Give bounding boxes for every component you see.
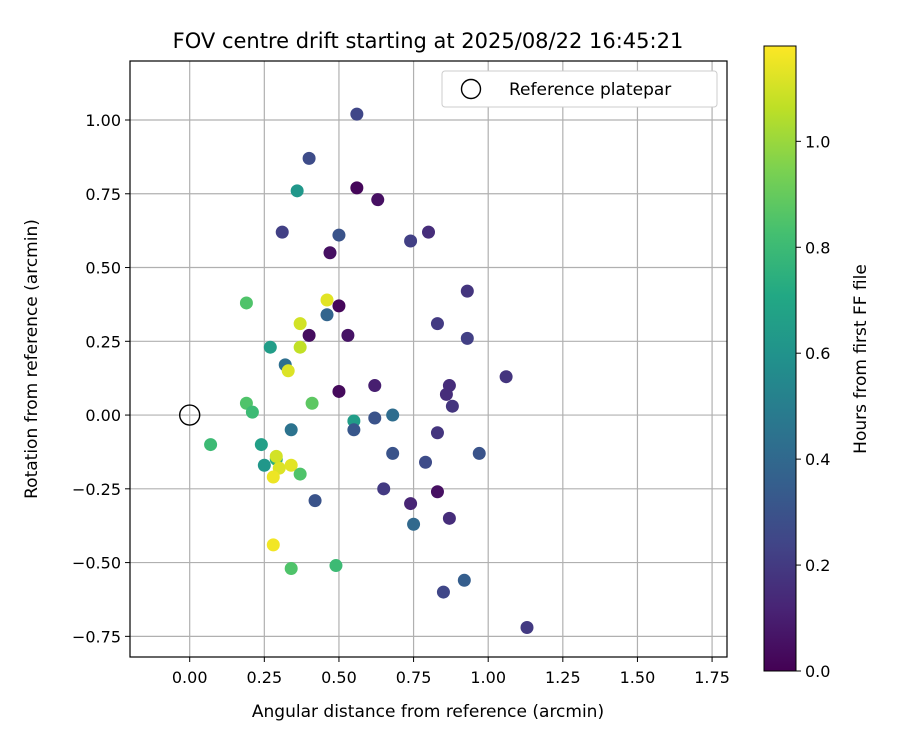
- data-point: [430, 317, 444, 331]
- x-tick-label: 1.25: [545, 668, 581, 687]
- colorbar-tick-label: 1.0: [805, 132, 830, 151]
- y-tick-label: 1.00: [85, 111, 121, 130]
- x-axis-label: Angular distance from reference (arcmin): [252, 702, 604, 722]
- y-tick-label: 0.25: [85, 332, 121, 351]
- data-point: [442, 511, 456, 525]
- legend: Reference platepar: [441, 70, 718, 108]
- data-point: [281, 364, 295, 378]
- data-point: [386, 446, 400, 460]
- data-point: [472, 446, 486, 460]
- data-point: [290, 184, 304, 198]
- colorbar-tick-label: 0.8: [805, 238, 830, 257]
- data-point: [239, 296, 253, 310]
- x-tick-label: 1.50: [620, 668, 656, 687]
- data-point: [460, 331, 474, 345]
- colorbar-tick-label: 0.0: [805, 662, 830, 681]
- data-point: [386, 408, 400, 422]
- reference-marker: [178, 404, 201, 426]
- y-tick-label: 0.75: [85, 185, 121, 204]
- data-point: [329, 559, 343, 573]
- data-point: [439, 387, 453, 401]
- data-point: [320, 293, 334, 307]
- data-point: [368, 379, 382, 393]
- data-point: [284, 561, 298, 575]
- data-point: [320, 308, 334, 322]
- data-point: [350, 181, 364, 195]
- data-point: [293, 317, 307, 331]
- data-point: [269, 449, 283, 463]
- data-point: [323, 246, 337, 260]
- x-tick-label: 1.00: [470, 668, 506, 687]
- x-tick-label: 0.25: [247, 668, 283, 687]
- plot-frame: [129, 60, 728, 658]
- data-point: [204, 438, 218, 452]
- data-point: [302, 328, 316, 342]
- reference-group: [178, 404, 201, 426]
- y-tick-label: 0.50: [85, 259, 121, 278]
- colorbar-gradient: [763, 45, 797, 672]
- colorbar-tick-label: 0.4: [805, 450, 830, 469]
- data-points: [204, 107, 534, 634]
- data-point: [407, 517, 421, 531]
- chart-title: FOV centre drift starting at 2025/08/22 …: [173, 29, 684, 53]
- data-point: [245, 405, 259, 419]
- y-axis-ticks: −0.75 −0.50 −0.25 0.00 0.25 0.50 0.75 1.00: [72, 111, 130, 646]
- data-point: [520, 620, 534, 634]
- data-point: [347, 423, 361, 437]
- legend-reference-marker: [460, 78, 482, 100]
- data-point: [404, 497, 418, 511]
- x-tick-label: 0.00: [172, 668, 208, 687]
- legend-box: [441, 70, 718, 108]
- colorbar: 0.0 0.2 0.4 0.6 0.8 1.0 Hours from first FF f…: [763, 45, 871, 681]
- data-point: [457, 573, 471, 587]
- data-point: [266, 538, 280, 552]
- data-point: [377, 482, 391, 496]
- colorbar-ticks: 0.0 0.2 0.4 0.6 0.8 1.0: [796, 132, 830, 681]
- colorbar-label: Hours from first FF file: [851, 264, 871, 454]
- data-point: [293, 467, 307, 481]
- data-point: [332, 384, 346, 398]
- data-point: [254, 438, 268, 452]
- x-tick-label: 0.75: [396, 668, 432, 687]
- data-point: [350, 107, 364, 121]
- data-point: [430, 485, 444, 499]
- data-point: [263, 340, 277, 354]
- x-tick-label: 0.50: [321, 668, 357, 687]
- data-point: [445, 399, 459, 413]
- data-point: [341, 328, 355, 342]
- colorbar-tick-label: 0.2: [805, 556, 830, 575]
- data-point: [332, 299, 346, 313]
- data-point: [460, 284, 474, 298]
- data-point: [368, 411, 382, 425]
- data-point: [266, 470, 280, 484]
- legend-label: Reference platepar: [509, 80, 671, 100]
- data-point: [436, 585, 450, 599]
- y-tick-label: 0.00: [85, 406, 121, 425]
- data-point: [275, 225, 289, 239]
- x-tick-label: 1.75: [694, 668, 730, 687]
- y-tick-label: −0.25: [72, 480, 121, 499]
- data-point: [284, 458, 298, 472]
- data-point: [257, 458, 271, 472]
- y-tick-label: −0.50: [72, 554, 121, 573]
- data-point: [430, 426, 444, 440]
- data-point: [305, 396, 319, 410]
- y-tick-label: −0.75: [72, 627, 121, 646]
- grid-lines: [130, 61, 727, 657]
- data-point: [302, 151, 316, 165]
- colorbar-tick-label: 0.6: [805, 344, 830, 363]
- data-point: [499, 370, 513, 384]
- data-point: [422, 225, 435, 239]
- data-point: [404, 234, 418, 248]
- data-point: [293, 340, 307, 354]
- y-axis-label: Rotation from reference (arcmin): [22, 219, 42, 499]
- data-point: [332, 228, 346, 242]
- data-point: [419, 455, 433, 469]
- data-point: [371, 193, 385, 207]
- data-point: [308, 494, 322, 508]
- data-point: [284, 423, 298, 437]
- x-axis-ticks: 0.00 0.25 0.50 0.75 1.00 1.25 1.50 1.75: [172, 657, 730, 687]
